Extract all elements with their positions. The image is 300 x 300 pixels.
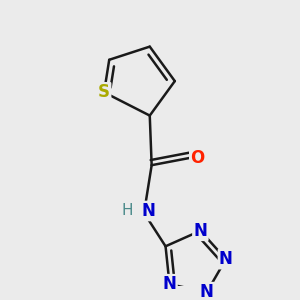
Text: N: N [219, 250, 233, 268]
Text: N: N [142, 202, 156, 220]
Text: N: N [163, 275, 176, 293]
Text: S: S [98, 83, 110, 101]
Text: O: O [190, 148, 205, 166]
Text: N: N [194, 222, 207, 240]
Text: H: H [121, 203, 133, 218]
Text: N: N [200, 283, 214, 300]
